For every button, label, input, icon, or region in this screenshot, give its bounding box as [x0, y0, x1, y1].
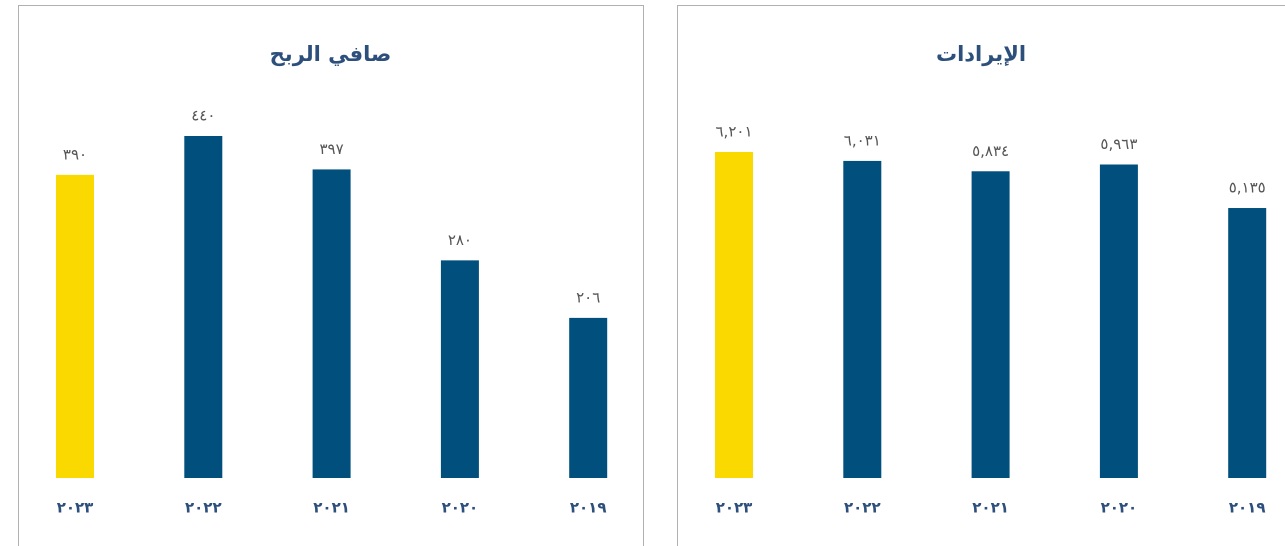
x-tick-label: ٢٠٢٢	[844, 499, 881, 517]
panel-border	[18, 5, 644, 546]
x-tick-label: ٢٠٢٣	[57, 499, 94, 517]
bar	[1228, 208, 1267, 479]
value-label: ٦,٠٣١	[844, 131, 881, 149]
value-label: ٦,٢٠١	[716, 122, 753, 140]
x-tick-label: ٢٠١٩	[1229, 499, 1266, 517]
value-label: ٥,١٣٥	[1229, 179, 1266, 197]
bar	[184, 136, 223, 478]
bar	[56, 174, 94, 478]
x-tick-label: ٢٠٢٠	[442, 499, 479, 517]
x-tick-label: ٢٠٢٢	[185, 499, 222, 517]
bar	[569, 317, 608, 478]
x-tick-label: ٢٠٢٠	[1101, 499, 1138, 517]
bar	[843, 160, 882, 478]
bar	[440, 260, 479, 478]
value-label: ٤٤٠	[191, 107, 215, 125]
bar	[312, 169, 351, 478]
value-label: ٢٨٠	[448, 231, 472, 249]
value-label: ٣٩٧	[320, 140, 344, 158]
x-tick-label: ٢٠١٩	[570, 499, 607, 517]
bar	[715, 151, 753, 478]
value-label: ٣٩٠	[63, 145, 87, 163]
chart-title: صافي الربح	[270, 42, 392, 66]
chart-title: الإيرادات	[936, 42, 1026, 66]
x-tick-label: ٢٠٢٣	[716, 499, 753, 517]
value-label: ٥,٨٣٤	[972, 142, 1009, 160]
x-tick-label: ٢٠٢١	[313, 499, 350, 517]
value-label: ٥,٩٦٣	[1100, 135, 1137, 153]
bar	[1099, 164, 1138, 479]
value-label: ٢٠٦	[576, 288, 600, 306]
bar	[971, 171, 1010, 479]
x-tick-label: ٢٠٢١	[972, 499, 1009, 517]
panel-border	[677, 5, 1285, 546]
